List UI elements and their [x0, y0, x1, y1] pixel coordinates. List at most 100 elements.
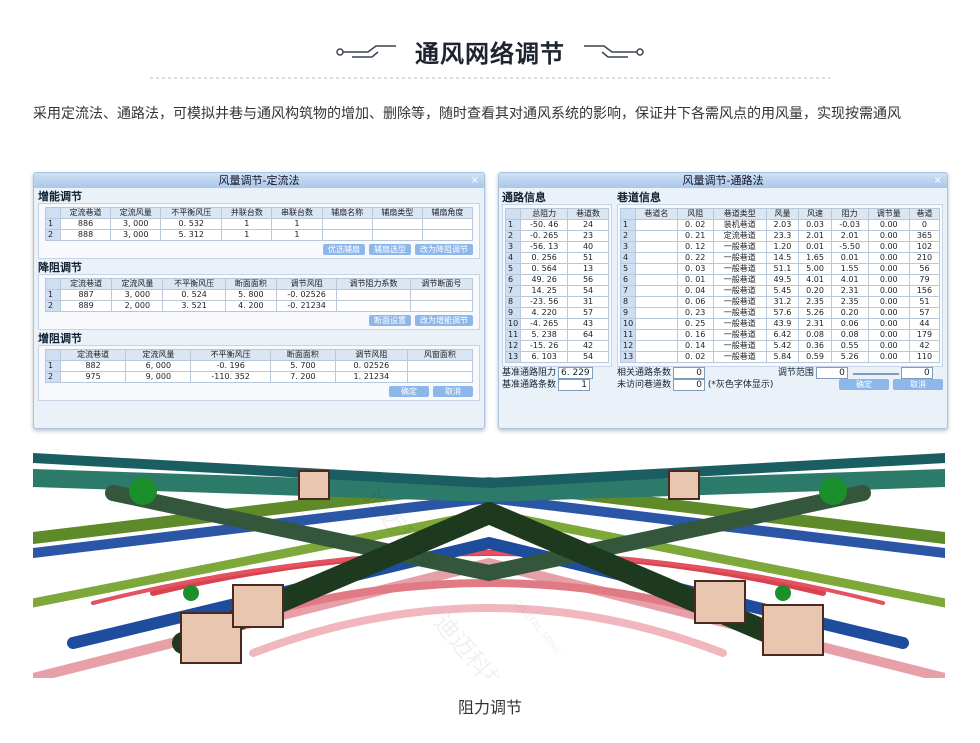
table-row[interactable]: 10 0. 25 一般巷道 43.9 2.31 0.06 0.00 44 [619, 318, 941, 330]
table-row[interactable]: 2 888 3, 000 5. 312 1 1 [45, 229, 474, 241]
table-cell: 0.00 [867, 252, 910, 264]
table-row[interactable]: 9 0. 23 一般巷道 57.6 5.26 0.20 0.00 57 [619, 307, 941, 319]
table-row[interactable]: 8 0. 06 一般巷道 31.2 2.35 2.35 0.00 51 [619, 296, 941, 308]
row-index: 1 [45, 218, 61, 230]
button[interactable]: 确定 [389, 386, 429, 397]
table-row[interactable]: 6 0. 01 一般巷道 49.5 4.01 4.01 0.00 79 [619, 274, 941, 286]
table-cell: 一般巷道 [712, 307, 767, 319]
table-cell: 882 [59, 360, 127, 372]
table-cell: 2, 000 [111, 300, 164, 312]
button[interactable]: 取消 [433, 386, 473, 397]
table-row[interactable]: 3 -56. 13 40 [504, 241, 609, 253]
table-cell: 886 [59, 218, 112, 230]
table-row[interactable]: 13 0. 02 一般巷道 5.84 0.59 5.26 0.00 110 [619, 351, 941, 363]
close-button[interactable]: × [470, 175, 479, 186]
table-row[interactable]: 7 0. 04 一般巷道 5.45 0.20 2.31 0.00 156 [619, 285, 941, 297]
table-row[interactable]: 11 0. 16 一般巷道 6.42 0.08 0.08 0.00 179 [619, 329, 941, 341]
table-row[interactable]: 3 0. 12 一般巷道 1.20 0.01 -5.50 0.00 102 [619, 241, 941, 253]
table-cell: 0.00 [867, 230, 910, 242]
table-row[interactable]: 12 0. 14 一般巷道 5.42 0.36 0.55 0.00 42 [619, 340, 941, 352]
table-cell: 56 [908, 263, 941, 275]
button[interactable]: 优选辅扇 [323, 244, 365, 255]
table-cell: 0.00 [867, 307, 910, 319]
slider[interactable] [852, 373, 899, 375]
index-header [45, 349, 61, 361]
section: 增能调节 定流巷道 定流风量 不平衡风压 并联台数 串联台数 辅扇名称 辅扇类型 辅扇角度 1 88… [38, 190, 480, 259]
table-cell: 0. 14 [676, 340, 714, 352]
table-row[interactable]: 11 5. 238 64 [504, 329, 609, 341]
column-header: 定流风量 [111, 278, 164, 290]
table-row[interactable]: 2 -0. 265 23 [504, 230, 609, 242]
table-cell: 1.65 [798, 252, 832, 264]
section-title: 降阻调节 [38, 261, 82, 274]
table-row[interactable]: 1 887 3, 000 0. 524 5. 800 -0. 02526 [45, 289, 474, 301]
table-row[interactable]: 1 0. 02 装机巷道 2.03 0.03 -0.03 0.00 0 [619, 219, 941, 231]
table-row[interactable]: 13 6. 103 54 [504, 351, 609, 363]
table-row[interactable]: 2 889 2, 000 3. 521 4. 200 -0. 21234 [45, 300, 474, 312]
row-index: 9 [619, 307, 637, 319]
header-row: 定流巷道 定流风量 不平衡风压 并联台数 串联台数 辅扇名称 辅扇类型 辅扇角度 [45, 207, 474, 219]
table-row[interactable]: 2 975 9, 000 -110. 352 7. 200 1. 21234 [45, 371, 474, 383]
row-index: 2 [45, 371, 61, 383]
column-header: 并联台数 [221, 207, 273, 219]
close-button[interactable]: × [933, 175, 942, 186]
table-cell: 5. 312 [160, 229, 223, 241]
group-box: 巷道名 风阻 巷道类型 风量 风速 阻力 调节量 巷道 1 0. 02 装机巷道 2.03 0.03 -0… [617, 204, 943, 367]
table-cell [635, 296, 678, 308]
field-input[interactable]: 0 [900, 367, 933, 379]
table-cell: 0.36 [798, 340, 832, 352]
table-row[interactable]: 1 -50. 46 24 [504, 219, 609, 231]
table-cell: 0.00 [867, 285, 910, 297]
table-cell: 0.00 [867, 296, 910, 308]
table-cell: -0. 02526 [276, 289, 338, 301]
table-cell: 975 [59, 371, 127, 383]
button[interactable]: 改为降阻调节 [415, 244, 473, 255]
table-row[interactable]: 10 -4. 265 43 [504, 318, 609, 330]
table-row[interactable]: 4 0. 256 51 [504, 252, 609, 264]
row-index: 10 [619, 318, 637, 330]
table-row[interactable]: 2 0. 21 定流巷道 23.3 2.01 2.01 0.00 365 [619, 230, 941, 242]
table-row[interactable]: 5 0. 03 一般巷道 51.1 5.00 1.55 0.00 56 [619, 263, 941, 275]
table-row[interactable]: 8 -23. 56 31 [504, 296, 609, 308]
table-cell: 0.06 [830, 318, 869, 330]
table-row[interactable]: 7 14. 25 54 [504, 285, 609, 297]
field-input[interactable]: 0 [815, 367, 848, 379]
table-cell: 56 [567, 274, 609, 286]
table-row[interactable]: 1 886 3, 000 0. 532 1 1 [45, 218, 474, 230]
button[interactable]: 断面设置 [369, 315, 411, 326]
table-row[interactable]: 6 49. 26 56 [504, 274, 609, 286]
button[interactable]: 取消 [893, 379, 943, 390]
table-row[interactable]: 4 0. 22 一般巷道 14.5 1.65 0.01 0.00 210 [619, 252, 941, 264]
table-cell [371, 218, 423, 230]
section: 增阻调节 定流巷道 定流风量 不平衡风压 断面面积 调节风阻 风窗面积 1 882 6, 000-… [38, 332, 480, 401]
button[interactable]: 确定 [839, 379, 889, 390]
button[interactable]: 改为增能调节 [415, 315, 473, 326]
table-row[interactable]: 9 4. 220 57 [504, 307, 609, 319]
field-input[interactable]: 0 [673, 367, 706, 379]
dialog-body: 增能调节 定流巷道 定流风量 不平衡风压 并联台数 串联台数 辅扇名称 辅扇类型 辅扇角度 1 88… [34, 190, 484, 401]
table-cell: 装机巷道 [712, 219, 767, 231]
row-index: 12 [619, 340, 637, 352]
column-header: 阻力 [830, 208, 869, 220]
table-cell: 0. 02526 [335, 360, 408, 372]
table-row[interactable]: 5 0. 564 13 [504, 263, 609, 275]
field-input[interactable]: 0 [673, 379, 706, 391]
table-cell: 57 [567, 307, 609, 319]
section-box: 定流巷道 定流风量 不平衡风压 断面面积 调节风阻 风窗面积 1 882 6, 000 -0. 1… [38, 345, 480, 401]
field: 未访问巷道数 0 (*灰色字体显示) 确定 取消 [617, 379, 943, 391]
table-row[interactable]: 1 882 6, 000 -0. 196 5. 700 0. 02526 [45, 360, 474, 372]
table-cell: 0.00 [867, 329, 910, 341]
table-cell [635, 340, 678, 352]
field-input[interactable]: 6. 229 [558, 367, 593, 379]
field-input[interactable]: 1 [558, 379, 591, 391]
button-row: 优选辅扇 辅扇选型 改为降阻调节 [45, 244, 473, 256]
button[interactable]: 辅扇选型 [369, 244, 411, 255]
table-cell: 一般巷道 [712, 285, 767, 297]
field: 基准通路条数 1 [502, 379, 612, 391]
section-box: 定流巷道 定流风量 不平衡风压 并联台数 串联台数 辅扇名称 辅扇类型 辅扇角度 1 886 3, … [38, 203, 480, 259]
table-row[interactable]: 12 -15. 26 42 [504, 340, 609, 352]
table-cell: 0.59 [798, 351, 832, 363]
column-header: 风速 [798, 208, 832, 220]
column-header: 不平衡风压 [162, 278, 226, 290]
